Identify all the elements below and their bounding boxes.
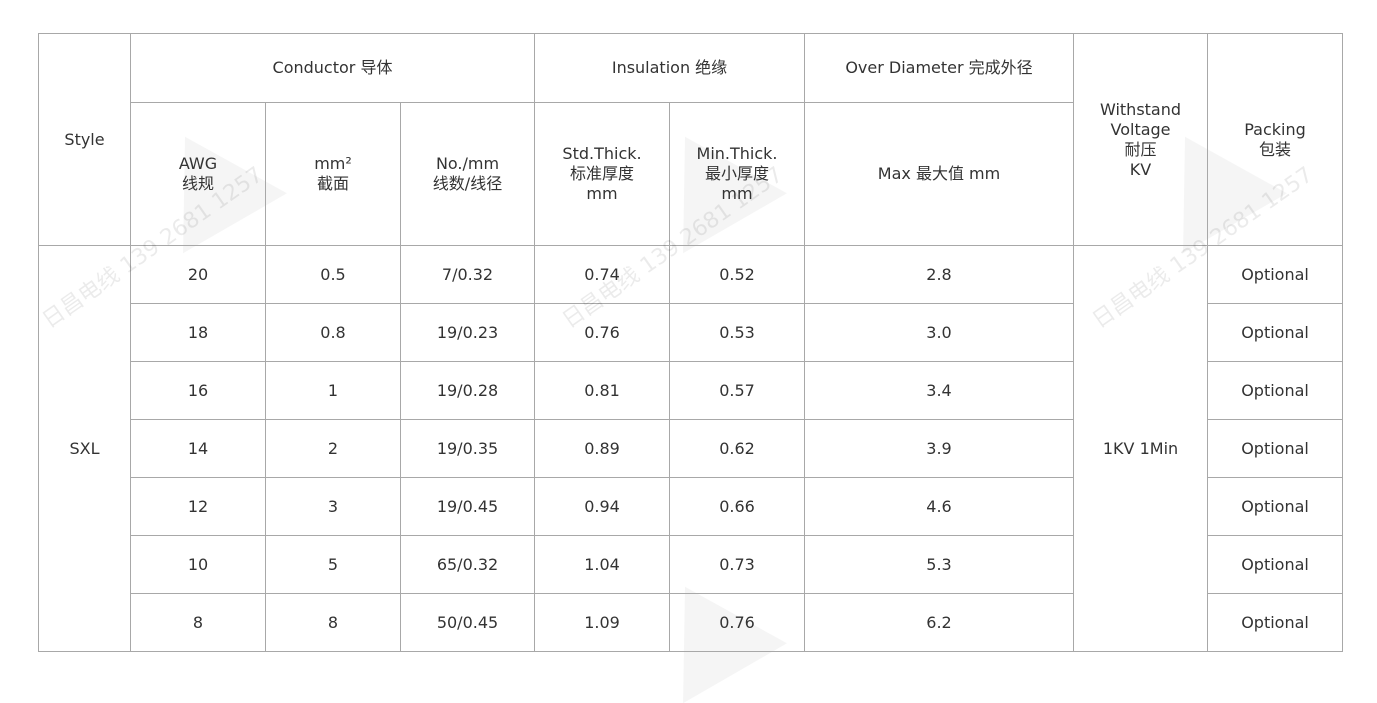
cell-packing: Optional [1207,303,1344,362]
cell-awg: 12 [130,477,266,536]
header-no-mm: No./mm 线数/线径 [400,102,535,246]
cell-std: 0.74 [534,245,670,304]
cell-min: 0.62 [668,419,806,478]
table-row: SXL 20 0.5 7/0.32 0.74 0.52 2.8 1KV 1Min Optiona… [38,245,1344,652]
cell-no_mm: 19/0.23 [400,303,535,362]
cell-packing: Optional [1207,593,1344,652]
cell-min: 0.52 [668,245,806,304]
cell-packing: Optional [1207,361,1344,420]
header-over-diameter: Over Diameter 完成外径 [804,33,1075,103]
cell-mm2: 3 [265,477,401,536]
cell-no_mm: 7/0.32 [400,245,535,304]
voltage-cell: 1KV 1Min [1073,245,1209,652]
cell-packing: Optional [1207,419,1344,478]
cell-awg: 16 [130,361,266,420]
header-max: Max 最大值 mm [804,102,1075,246]
cell-awg: 10 [130,535,266,594]
cell-max: 2.8 [804,245,1075,304]
header-withstand-voltage: Withstand Voltage 耐压 KV [1073,33,1209,246]
cell-min: 0.66 [668,477,806,536]
table-row: 18 0.8 19/0.23 0.76 0.53 3.0 Optional [39,303,1344,362]
cell-std: 0.94 [534,477,670,536]
header-min-thick: Min.Thick. 最小厚度 mm [668,102,806,246]
cell-max: 4.6 [804,477,1075,536]
cell-min: 0.53 [668,303,806,362]
cell-awg: 20 [130,245,266,304]
cell-no_mm: 19/0.28 [400,361,535,420]
cell-min: 0.76 [668,593,806,652]
cell-std: 0.89 [534,419,670,478]
cell-std: 0.81 [534,361,670,420]
spec-table: Style Conductor 导体 Insulation 绝缘 Over Di… [38,33,1344,652]
cell-max: 3.0 [804,303,1075,362]
header-packing: Packing 包装 [1207,33,1344,246]
header-style: Style [38,33,131,246]
header-conductor: Conductor 导体 [130,33,535,103]
cell-awg: 18 [130,303,266,362]
cell-std: 1.04 [534,535,670,594]
style-cell: SXL [38,245,131,652]
cell-mm2: 1 [265,361,401,420]
cell-std: 1.09 [534,593,670,652]
cell-packing: Optional [1207,477,1344,536]
cell-max: 6.2 [804,593,1075,652]
cell-max: 3.4 [804,361,1075,420]
table-row: 16 1 19/0.28 0.81 0.57 3.4 Optional [39,361,1344,420]
cell-awg: 14 [130,419,266,478]
header-std-thick: Std.Thick. 标准厚度 mm [534,102,670,246]
cell-packing: Optional [1207,245,1344,304]
table-row: 12 3 19/0.45 0.94 0.66 4.6 Optional [39,477,1344,536]
cell-packing: Optional [1207,535,1344,594]
cell-no_mm: 65/0.32 [400,535,535,594]
cell-no_mm: 50/0.45 [400,593,535,652]
cell-std: 0.76 [534,303,670,362]
cell-max: 3.9 [804,419,1075,478]
header-insulation: Insulation 绝缘 [533,33,806,103]
cell-mm2: 0.5 [265,245,401,304]
table-row: 8 8 50/0.45 1.09 0.76 6.2 Optional [39,593,1344,652]
cell-no_mm: 19/0.35 [400,419,535,478]
cell-mm2: 2 [265,419,401,478]
cell-min: 0.73 [668,535,806,594]
cell-max: 5.3 [804,535,1075,594]
cell-mm2: 5 [265,535,401,594]
cell-min: 0.57 [668,361,806,420]
table-row: 10 5 65/0.32 1.04 0.73 5.3 Optional [39,535,1344,594]
cell-mm2: 0.8 [265,303,401,362]
cell-awg: 8 [130,593,266,652]
cell-no_mm: 19/0.45 [400,477,535,536]
header-mm2: mm² 截面 [265,102,401,246]
header-awg: AWG 线规 [130,102,266,246]
cell-mm2: 8 [265,593,401,652]
